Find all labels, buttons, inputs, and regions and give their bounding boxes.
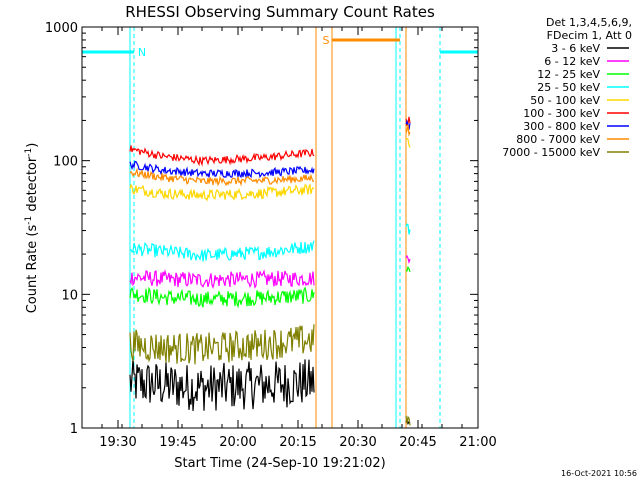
plot-frame [81,26,479,429]
legend-header-line-1: Det 1,3,4,5,6,9, [546,16,632,29]
x-tick-label: 19:30 [99,435,136,450]
legend-label: 6 - 12 keV [544,55,600,68]
plot-area: NS [81,27,478,428]
y-axis-label-main: Count Rate (s [25,225,40,314]
x-tick-label: 20:15 [279,435,316,450]
legend-label: 300 - 800 keV [523,120,600,133]
series-line-8-segment-1 [405,415,411,426]
series-line-1-segment-0 [129,268,315,289]
series-line-6-segment-0 [129,160,315,179]
legend-label: 800 - 7000 keV [516,133,600,146]
y-axis-label: Count Rate (s-1 detector-1) [24,143,40,314]
y-axis: 1 10 100 1000 [45,21,478,437]
legend-label: 25 - 50 keV [537,81,600,94]
legend-label: 3 - 6 keV [551,42,600,55]
y-tick-label: 1000 [45,21,78,36]
legend: Det 1,3,4,5,6,9, FDecim 1, Att 0 3 - 6 k… [502,16,632,159]
y-axis-label-sup-2: -1 [24,148,34,157]
y-tick-label: 1 [70,422,78,437]
y-axis-label-sup-1: -1 [24,216,34,225]
y-axis-label-end: ) [25,143,40,148]
legend-label: 7000 - 15000 keV [502,146,600,159]
series-line-5-segment-0 [129,145,315,167]
series-line-6-segment-1 [405,119,411,130]
series-line-7-segment-0 [129,167,315,187]
flag-label-s: S [323,34,330,47]
legend-label: 12 - 25 keV [537,68,600,81]
y-axis-label-mid: detector [25,156,40,216]
chart-title: RHESSI Observing Summary Count Rates [125,3,435,21]
x-tick-label: 20:00 [219,435,256,450]
x-axis: 19:30 19:45 20:00 20:15 20:30 20:45 21:00 [81,27,497,450]
x-tick-label: 20:30 [339,435,376,450]
series-line-3-segment-1 [405,223,411,235]
x-tick-label: 20:45 [399,435,436,450]
series-line-0-segment-0 [129,358,315,411]
y-tick-label: 10 [61,288,78,303]
footer-timestamp: 16-Oct-2021 10:56 [561,469,637,478]
series-line-8-segment-0 [129,324,315,365]
legend-header-line-2: FDecim 1, Att 0 [547,29,632,42]
series-line-7-segment-1 [405,124,411,137]
series-line-4-segment-0 [129,183,315,202]
series-line-4-segment-1 [405,137,411,148]
x-axis-label: Start Time (24-Sep-10 19:21:02) [174,456,385,471]
y-tick-label: 100 [53,155,78,170]
series-line-1-segment-1 [405,255,411,265]
x-tick-label: 21:00 [459,435,496,450]
legend-label: 100 - 300 keV [523,107,600,120]
series-line-2-segment-1 [405,265,411,273]
x-tick-label: 19:45 [159,435,196,450]
legend-label: 50 - 100 keV [530,94,600,107]
series-line-2-segment-0 [129,286,315,309]
flag-label-n: N [138,46,146,59]
series-line-3-segment-0 [129,240,315,262]
